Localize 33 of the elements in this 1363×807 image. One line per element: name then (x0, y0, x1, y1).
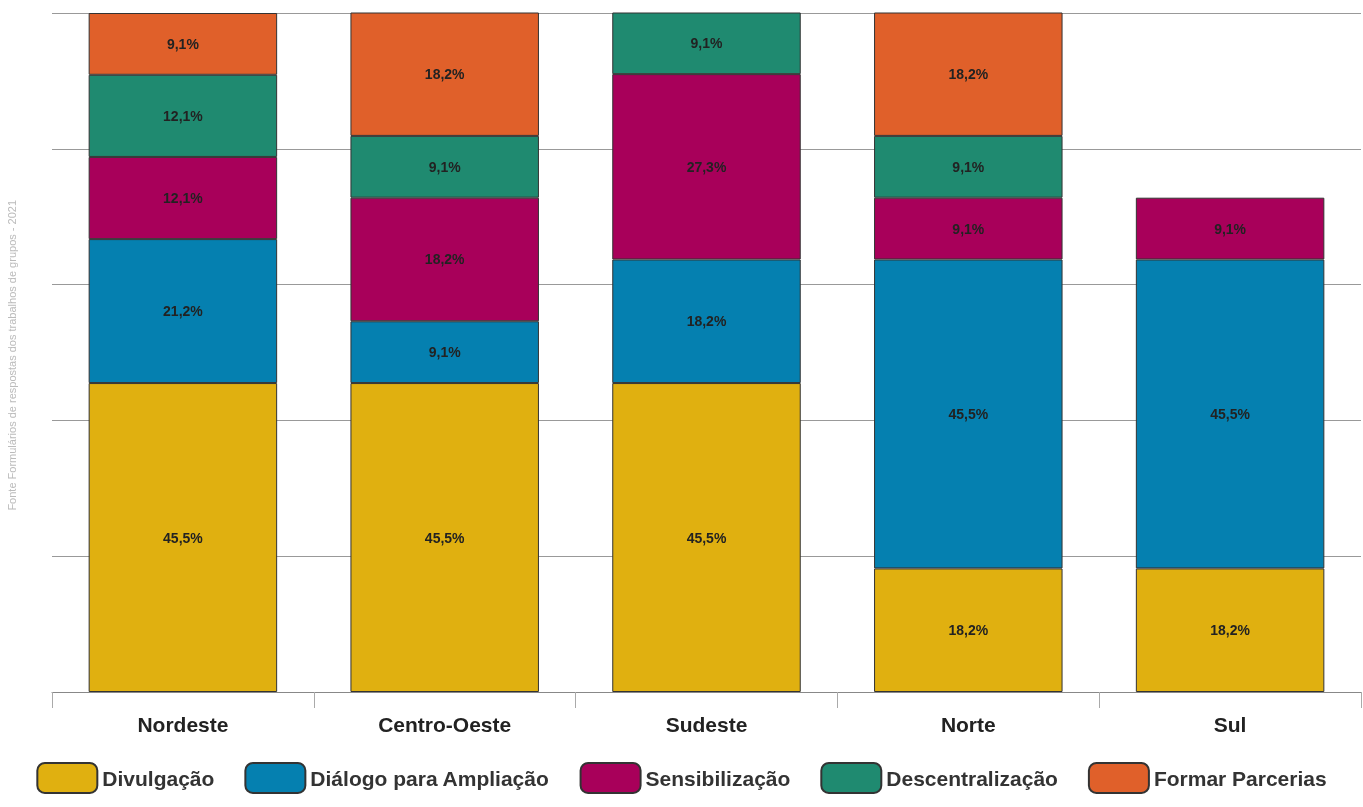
data-label: 45,5% (686, 529, 727, 546)
data-label: 9,1% (1214, 220, 1247, 237)
data-label: 12,1% (163, 107, 204, 124)
data-label: 18,2% (424, 66, 466, 83)
x-tick-label: Centro-Oeste (378, 713, 512, 736)
source-note: Fonte Formulários de respostas dos trabalhos de grupos - 2021 (5, 199, 18, 511)
legend-label: Descentralização (886, 766, 1058, 790)
legend-label: Divulgação (102, 766, 215, 790)
data-label: 18,2% (686, 313, 727, 330)
data-label: 21,2% (163, 303, 204, 320)
data-label: 18,2% (948, 622, 989, 639)
data-label: 18,2% (424, 251, 466, 268)
data-label: 9,1% (428, 158, 462, 175)
data-label: 18,2% (1210, 622, 1251, 639)
legend-label: Sensibilização (645, 766, 791, 790)
legend-label: Diálogo para Ampliação (310, 766, 549, 790)
data-label: 45,5% (1210, 405, 1251, 422)
data-label: 45,5% (163, 529, 204, 546)
legend-label: Formar Parcerias (1153, 766, 1327, 790)
data-label: 45,5% (424, 529, 466, 546)
data-label: 9,1% (952, 220, 985, 237)
x-tick-label: Sudeste (665, 713, 748, 736)
data-label: 45,5% (948, 405, 989, 422)
data-label: 12,1% (163, 190, 204, 207)
data-label: 9,1% (428, 344, 462, 361)
data-label: 27,3% (686, 158, 727, 175)
data-label: 9,1% (952, 158, 985, 175)
x-tick-label: Sul (1213, 713, 1247, 736)
x-tick-label: Nordeste (137, 713, 229, 736)
data-label: 18,2% (948, 66, 989, 83)
data-label: 9,1% (166, 35, 200, 52)
data-label: 9,1% (690, 35, 723, 52)
x-tick-label: Norte (940, 713, 996, 736)
